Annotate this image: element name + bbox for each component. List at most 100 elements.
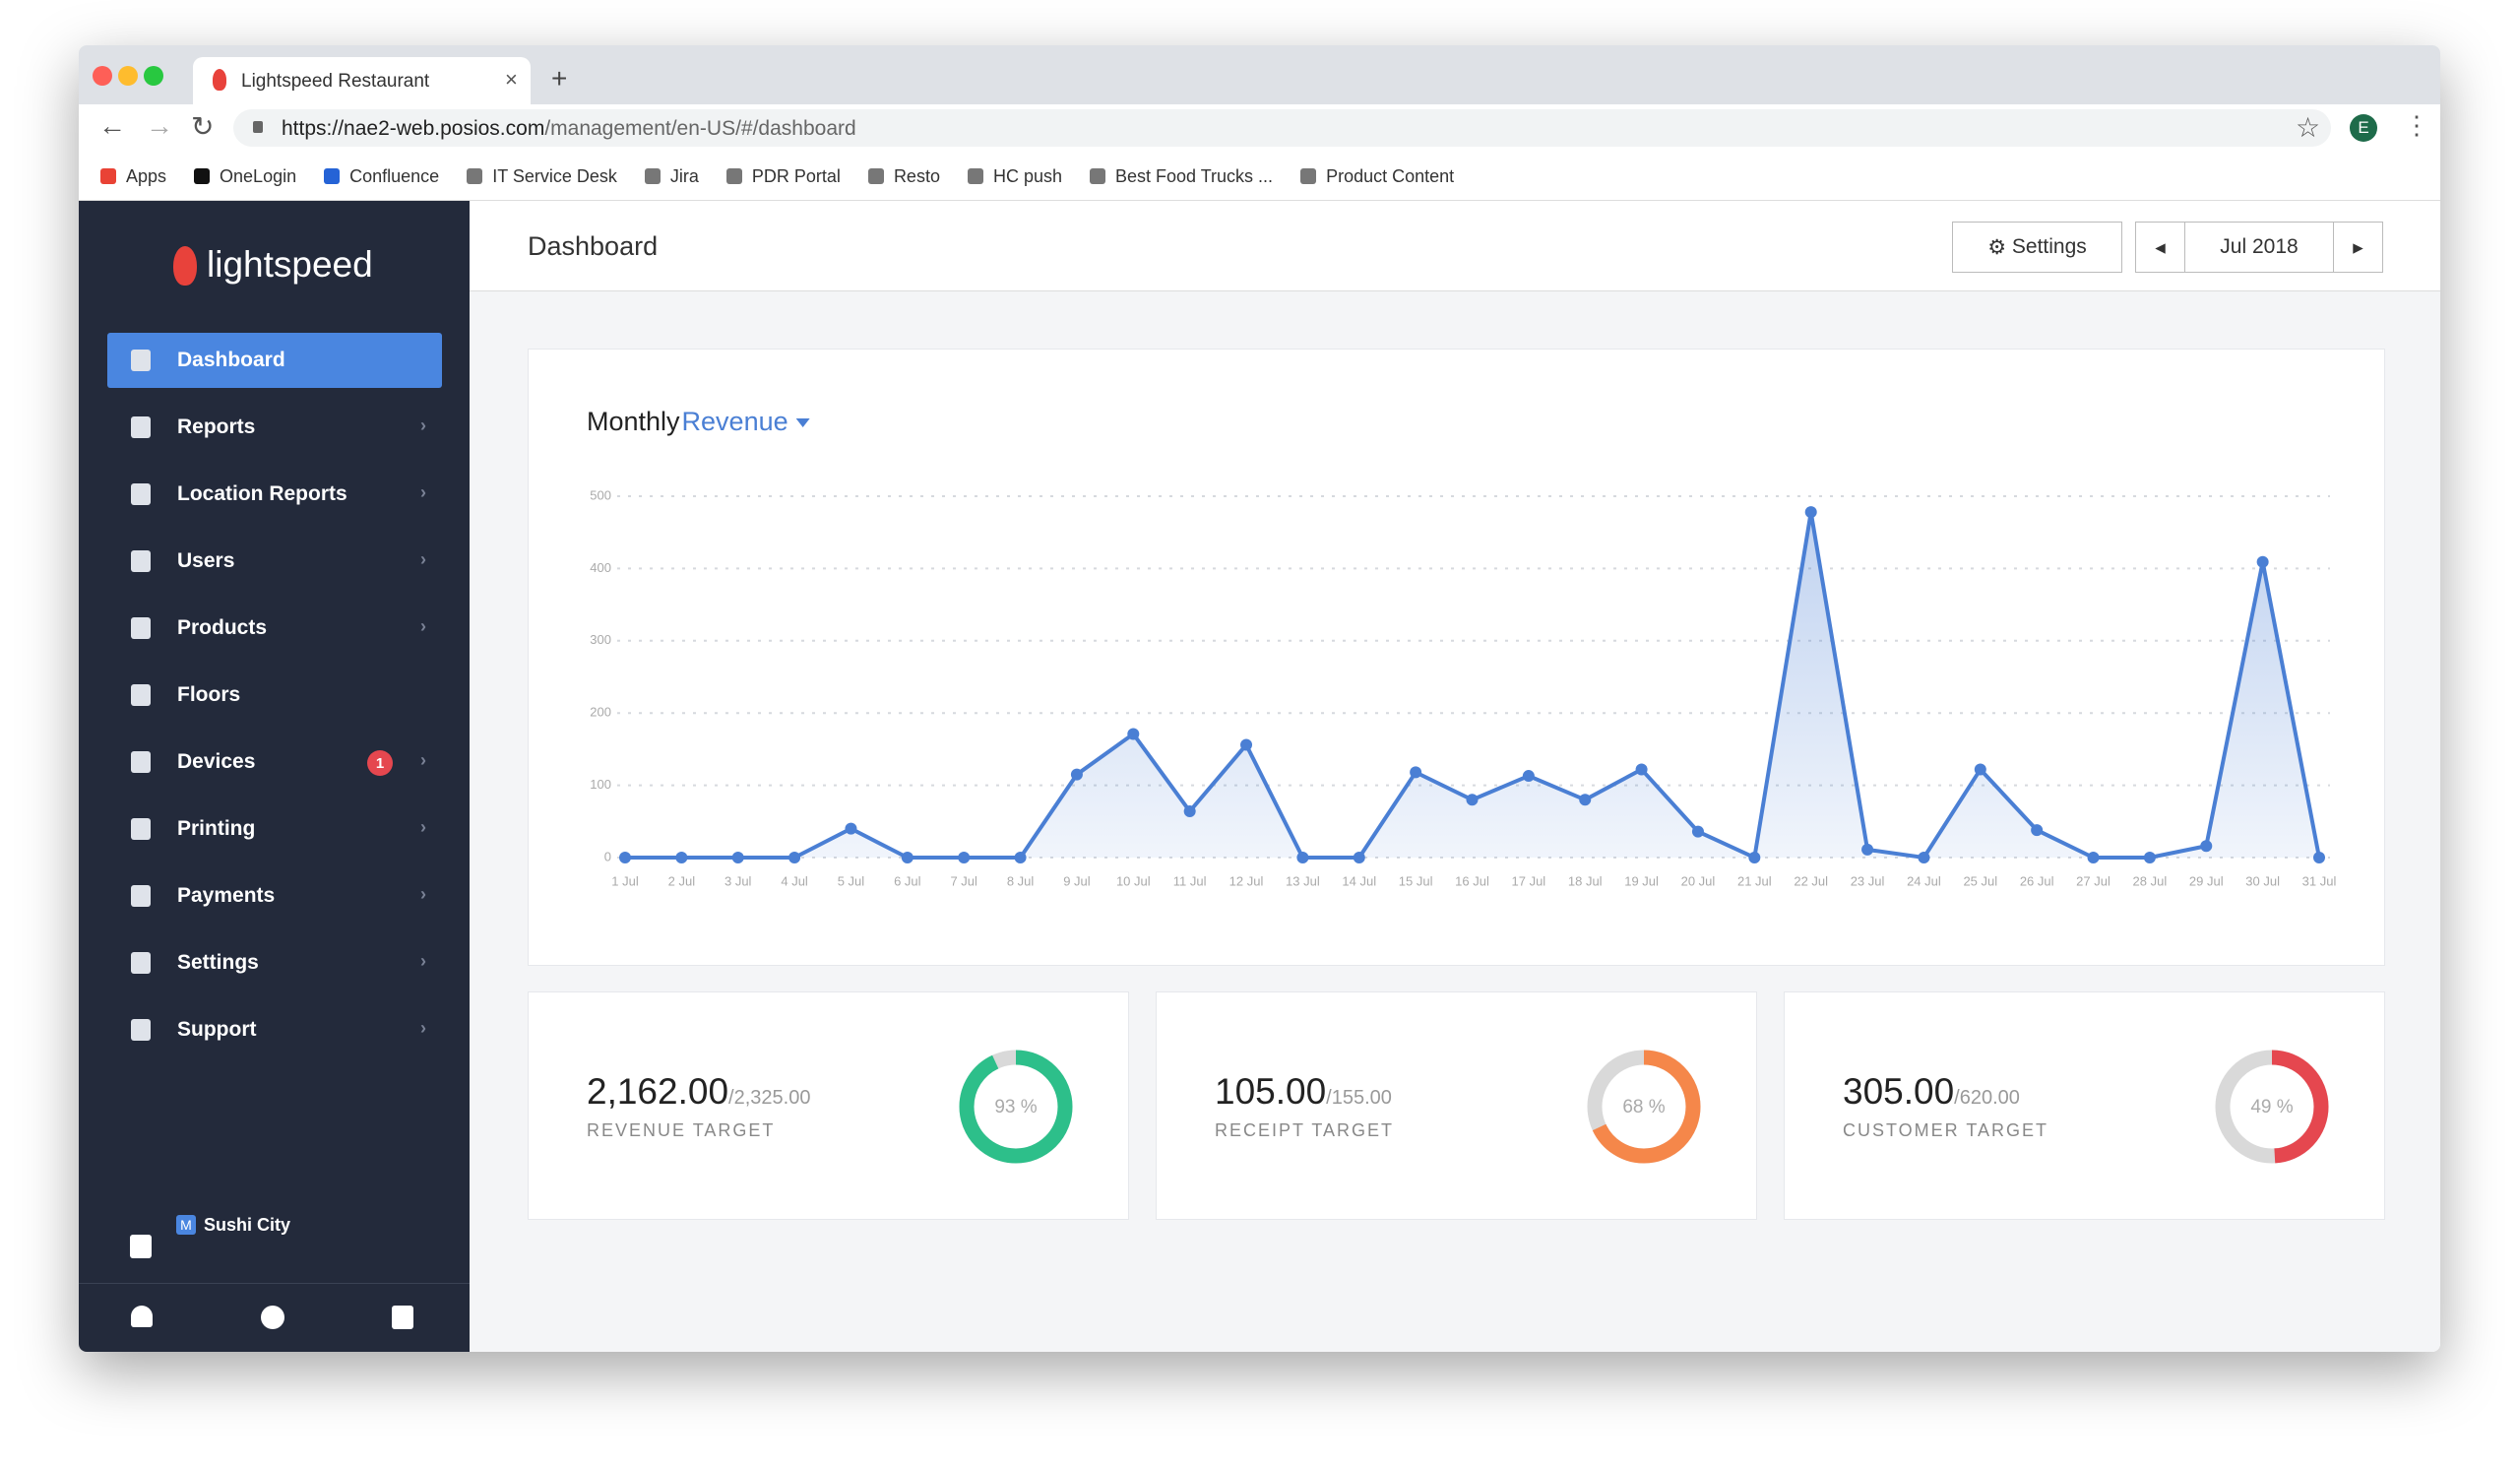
settings-button[interactable]: ⚙ Settings [1952, 222, 2122, 273]
maximize-window[interactable] [144, 66, 163, 86]
x-tick-label: 21 Jul [1737, 873, 1772, 888]
kpi-label: REVENUE TARGET [587, 1120, 776, 1140]
nav-item[interactable]: Payments › [107, 868, 442, 924]
x-tick-label: 20 Jul [1681, 873, 1716, 888]
point [1014, 852, 1027, 863]
bookmark-label: Jira [669, 165, 699, 186]
area [625, 512, 2319, 858]
kpi-label: RECEIPT TARGET [1215, 1120, 1395, 1140]
nav-icon [131, 416, 151, 438]
bookmark[interactable]: Jira [644, 165, 699, 187]
next-period[interactable]: ▸ [2333, 222, 2383, 273]
bookmark-label: IT Service Desk [492, 165, 617, 186]
bookmark[interactable]: Confluence [324, 166, 439, 187]
x-tick-label: 17 Jul [1512, 873, 1546, 888]
nav-label: Settings [177, 951, 259, 974]
bookmark-label: PDR Portal [751, 165, 841, 186]
nav-item[interactable]: Devices 1 › [107, 734, 442, 790]
nav-item[interactable]: Printing › [107, 801, 442, 857]
profile[interactable]: E [2350, 114, 2377, 142]
url-path: /management/en-US/#/dashboard [544, 117, 856, 140]
period[interactable]: Jul 2018 [2184, 222, 2334, 273]
chart: Monthly Revenue 0 100 200 300 400 500 1 Jul 2 J… [587, 407, 2336, 888]
bookmark[interactable]: Apps [100, 166, 166, 187]
donut: 49 % [2215, 1050, 2329, 1164]
point [845, 822, 857, 835]
close-window[interactable] [93, 66, 112, 86]
bookmark[interactable]: Product Content [1300, 166, 1454, 187]
tab-close[interactable]: × [505, 67, 518, 92]
nav-badge: 1 [367, 750, 393, 776]
kpi-target: /620.00 [1954, 1087, 2020, 1109]
nav-label: Support [177, 1018, 257, 1041]
x-tick-label: 4 Jul [781, 873, 808, 888]
tab[interactable]: Lightspeed Restaurant × [193, 57, 531, 104]
reload-button[interactable]: ↻ [191, 111, 215, 142]
point [2143, 852, 2156, 863]
kpi-value-row: 2,162.00/2,325.00 [587, 1071, 810, 1113]
nav-item[interactable]: Location Reports › [107, 467, 442, 522]
y-tick-label: 500 [590, 487, 611, 502]
nav-label: Dashboard [177, 349, 285, 371]
bookmark[interactable]: PDR Portal [725, 165, 841, 187]
nav-item[interactable]: Settings › [107, 935, 442, 990]
store-name[interactable]: Sushi City [204, 1215, 291, 1235]
kpi-target: /2,325.00 [728, 1087, 811, 1109]
kpi-label: CUSTOMER TARGET [1843, 1120, 2049, 1140]
nav-item[interactable]: Products › [107, 601, 442, 656]
kpi-value: 2,162.00 [587, 1071, 729, 1112]
minimize-window[interactable] [118, 66, 138, 86]
x-tick-label: 25 Jul [1963, 873, 1997, 888]
new-tab[interactable]: + [551, 63, 568, 94]
bookmark[interactable]: Resto [867, 166, 940, 187]
url-bar[interactable]: https://nae2-web.posios.com/management/e… [233, 109, 2331, 147]
point [2087, 852, 2100, 863]
bookmark-label: OneLogin [220, 165, 297, 186]
bookmark[interactable]: Best Food Trucks ... [1090, 166, 1273, 187]
back-button[interactable]: ← [98, 110, 126, 141]
point [1353, 852, 1365, 863]
donut-label: 68 % [1622, 1097, 1665, 1117]
metric-selector[interactable]: Revenue [682, 407, 788, 436]
nav-icon [131, 751, 151, 773]
nav-label: Devices [177, 750, 256, 773]
nav-item[interactable]: Support › [107, 1002, 442, 1057]
account[interactable] [261, 1306, 284, 1329]
bookmark[interactable]: IT Service Desk [467, 166, 617, 187]
x-tick-label: 7 Jul [950, 873, 977, 888]
nav-arrow: › [420, 616, 426, 636]
donut-arc [959, 1050, 1073, 1164]
prev-period[interactable]: ◂ [2135, 222, 2185, 273]
y-tick-label: 300 [590, 632, 611, 647]
donut-arc [1587, 1050, 1701, 1164]
menu[interactable]: ⋮ [2404, 110, 2429, 140]
notifications[interactable] [131, 1306, 153, 1327]
bookmark-star[interactable]: ☆ [2296, 112, 2321, 143]
logout[interactable] [392, 1306, 413, 1329]
bookmark[interactable]: OneLogin [194, 166, 296, 187]
point [901, 852, 914, 863]
nav-item[interactable]: Floors [107, 668, 442, 723]
point [958, 852, 971, 863]
nav-icon [131, 1019, 151, 1041]
nav-icon [131, 550, 151, 572]
point [619, 852, 631, 863]
y-tick-label: 400 [590, 560, 611, 575]
x-tick-label: 2 Jul [668, 873, 696, 888]
point [1748, 852, 1761, 863]
point [1804, 506, 1817, 519]
nav-item[interactable]: Dashboard [107, 333, 442, 388]
bookmark-icon [100, 168, 116, 184]
x-tick-label: 11 Jul [1173, 873, 1207, 888]
kpi-value: 105.00 [1215, 1071, 1327, 1112]
x-tick-label: 18 Jul [1568, 873, 1603, 888]
x-tick-label: 14 Jul [1342, 873, 1376, 888]
chart-title: Monthly [587, 407, 680, 436]
x-tick-label: 22 Jul [1794, 873, 1828, 888]
point [2200, 840, 2213, 853]
nav-item[interactable]: Reports › [107, 400, 442, 455]
forward-button[interactable]: → [146, 110, 173, 141]
bookmark[interactable]: HC push [967, 166, 1062, 187]
nav-item[interactable]: Users › [107, 534, 442, 589]
kpi-card: 305.00/620.00 CUSTOMER TARGET 49 % [1784, 991, 2385, 1220]
